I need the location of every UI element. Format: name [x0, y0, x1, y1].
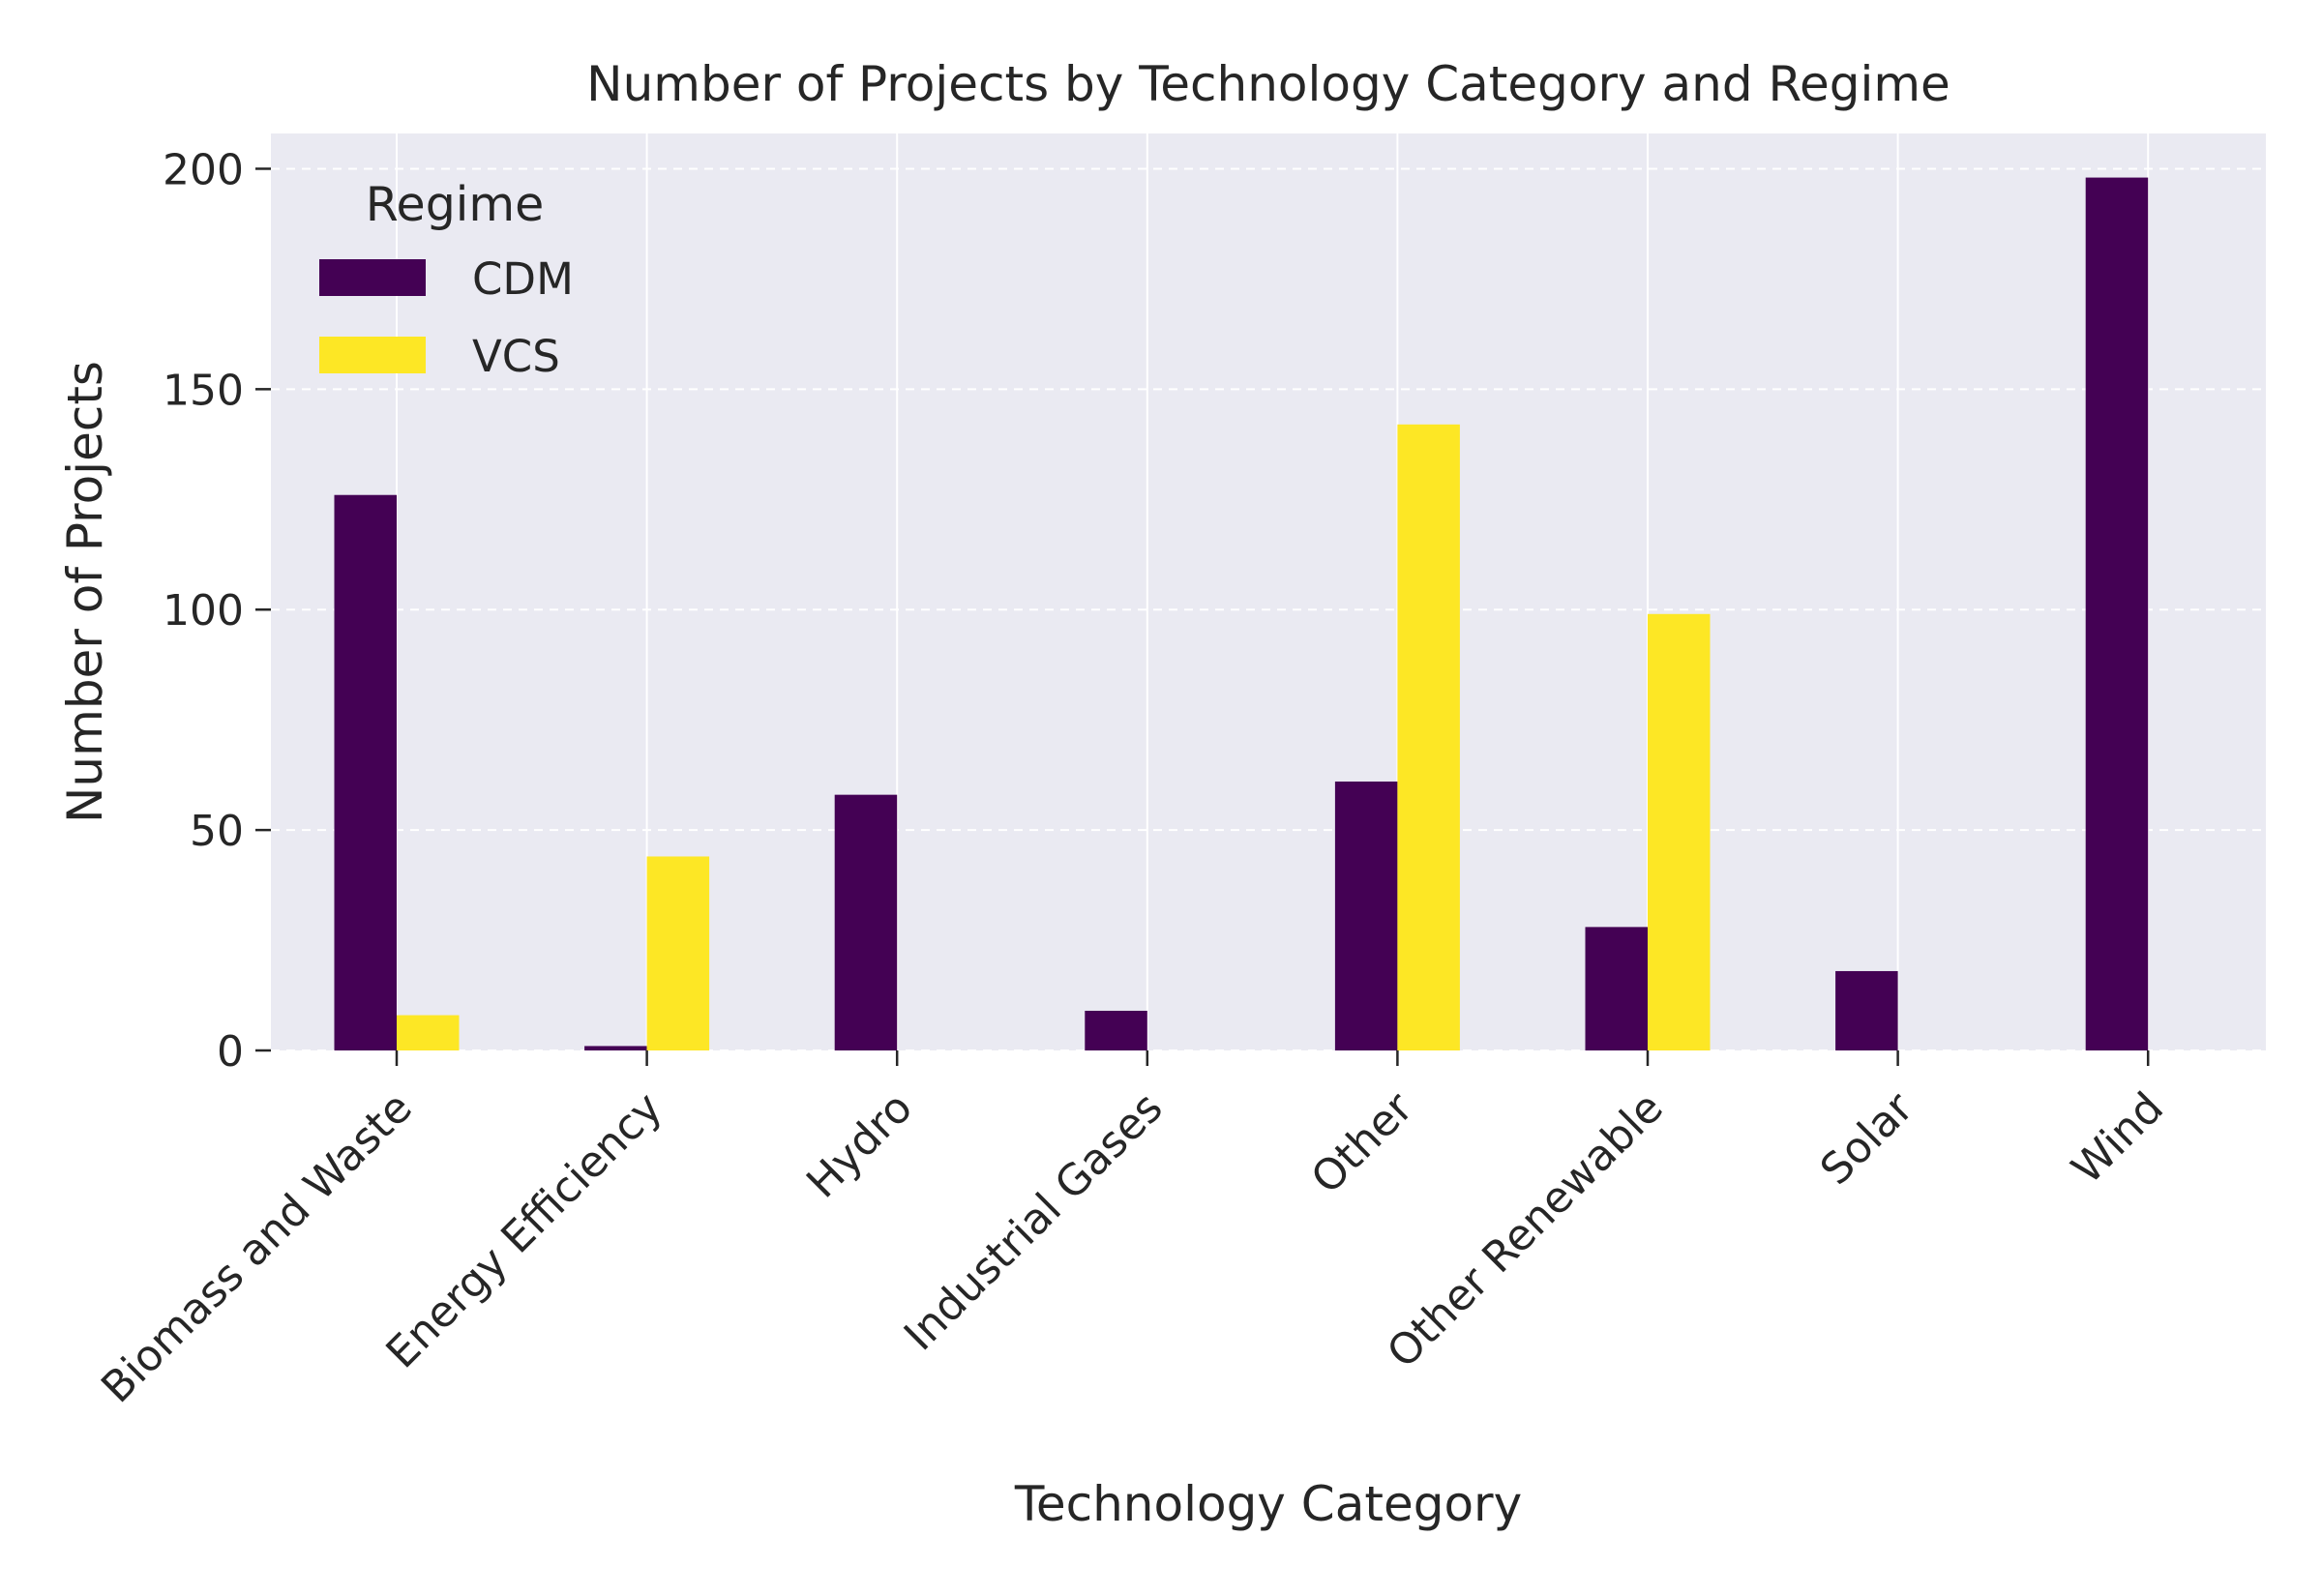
x-tick-label-solar: Solar [1811, 1082, 1923, 1195]
bar-vcs-other [1397, 424, 1460, 1050]
y-axis-ticks: 0 50 100 150 200 [163, 145, 271, 1077]
legend-swatch-cdm [319, 259, 426, 296]
bar-cdm-wind [2085, 177, 2149, 1051]
y-tick-label-50: 50 [190, 807, 244, 856]
x-tick-label-industrial-gases: Industrial Gases [895, 1083, 1173, 1361]
x-tick-label-biomass-and-waste: Biomass and Waste [92, 1083, 422, 1413]
bar-vcs-other-renewable [1648, 613, 1711, 1050]
legend-label-cdm: CDM [472, 253, 574, 305]
bar-cdm-energy-efficiency [584, 1046, 647, 1050]
x-axis-label: Technology Category [1014, 1476, 1522, 1532]
bar-vcs-biomass-and-waste [397, 1015, 460, 1050]
y-axis-label: Number of Projects [57, 361, 113, 823]
bar-cdm-biomass-and-waste [334, 494, 397, 1050]
x-tick-label-wind: Wind [2063, 1083, 2173, 1194]
x-tick-label-other: Other [1302, 1082, 1423, 1203]
bar-cdm-other [1334, 781, 1398, 1050]
bar-vcs-energy-efficiency [646, 856, 710, 1050]
bar-cdm-industrial-gases [1085, 1010, 1147, 1050]
legend-title: Regime [366, 177, 545, 232]
y-tick-label-150: 150 [163, 366, 244, 415]
chart-title: Number of Projects by Technology Categor… [586, 56, 1950, 112]
plot-area [271, 133, 2266, 1050]
bar-cdm-hydro [834, 794, 898, 1050]
x-tick-label-hydro: Hydro [797, 1083, 922, 1208]
bars [334, 177, 2149, 1051]
legend-swatch-vcs [319, 337, 426, 373]
bar-cdm-solar [1835, 970, 1898, 1050]
y-tick-label-100: 100 [163, 586, 244, 635]
y-tick-label-200: 200 [163, 145, 244, 194]
y-tick-label-0: 0 [217, 1027, 244, 1077]
bar-cdm-other-renewable [1585, 927, 1648, 1050]
x-tick-label-other-renewable: Other Renewable [1378, 1083, 1673, 1378]
legend: Regime CDM VCS [319, 177, 574, 382]
x-tick-label-energy-efficiency: Energy Efficiency [377, 1083, 672, 1378]
legend-label-vcs: VCS [472, 331, 560, 382]
